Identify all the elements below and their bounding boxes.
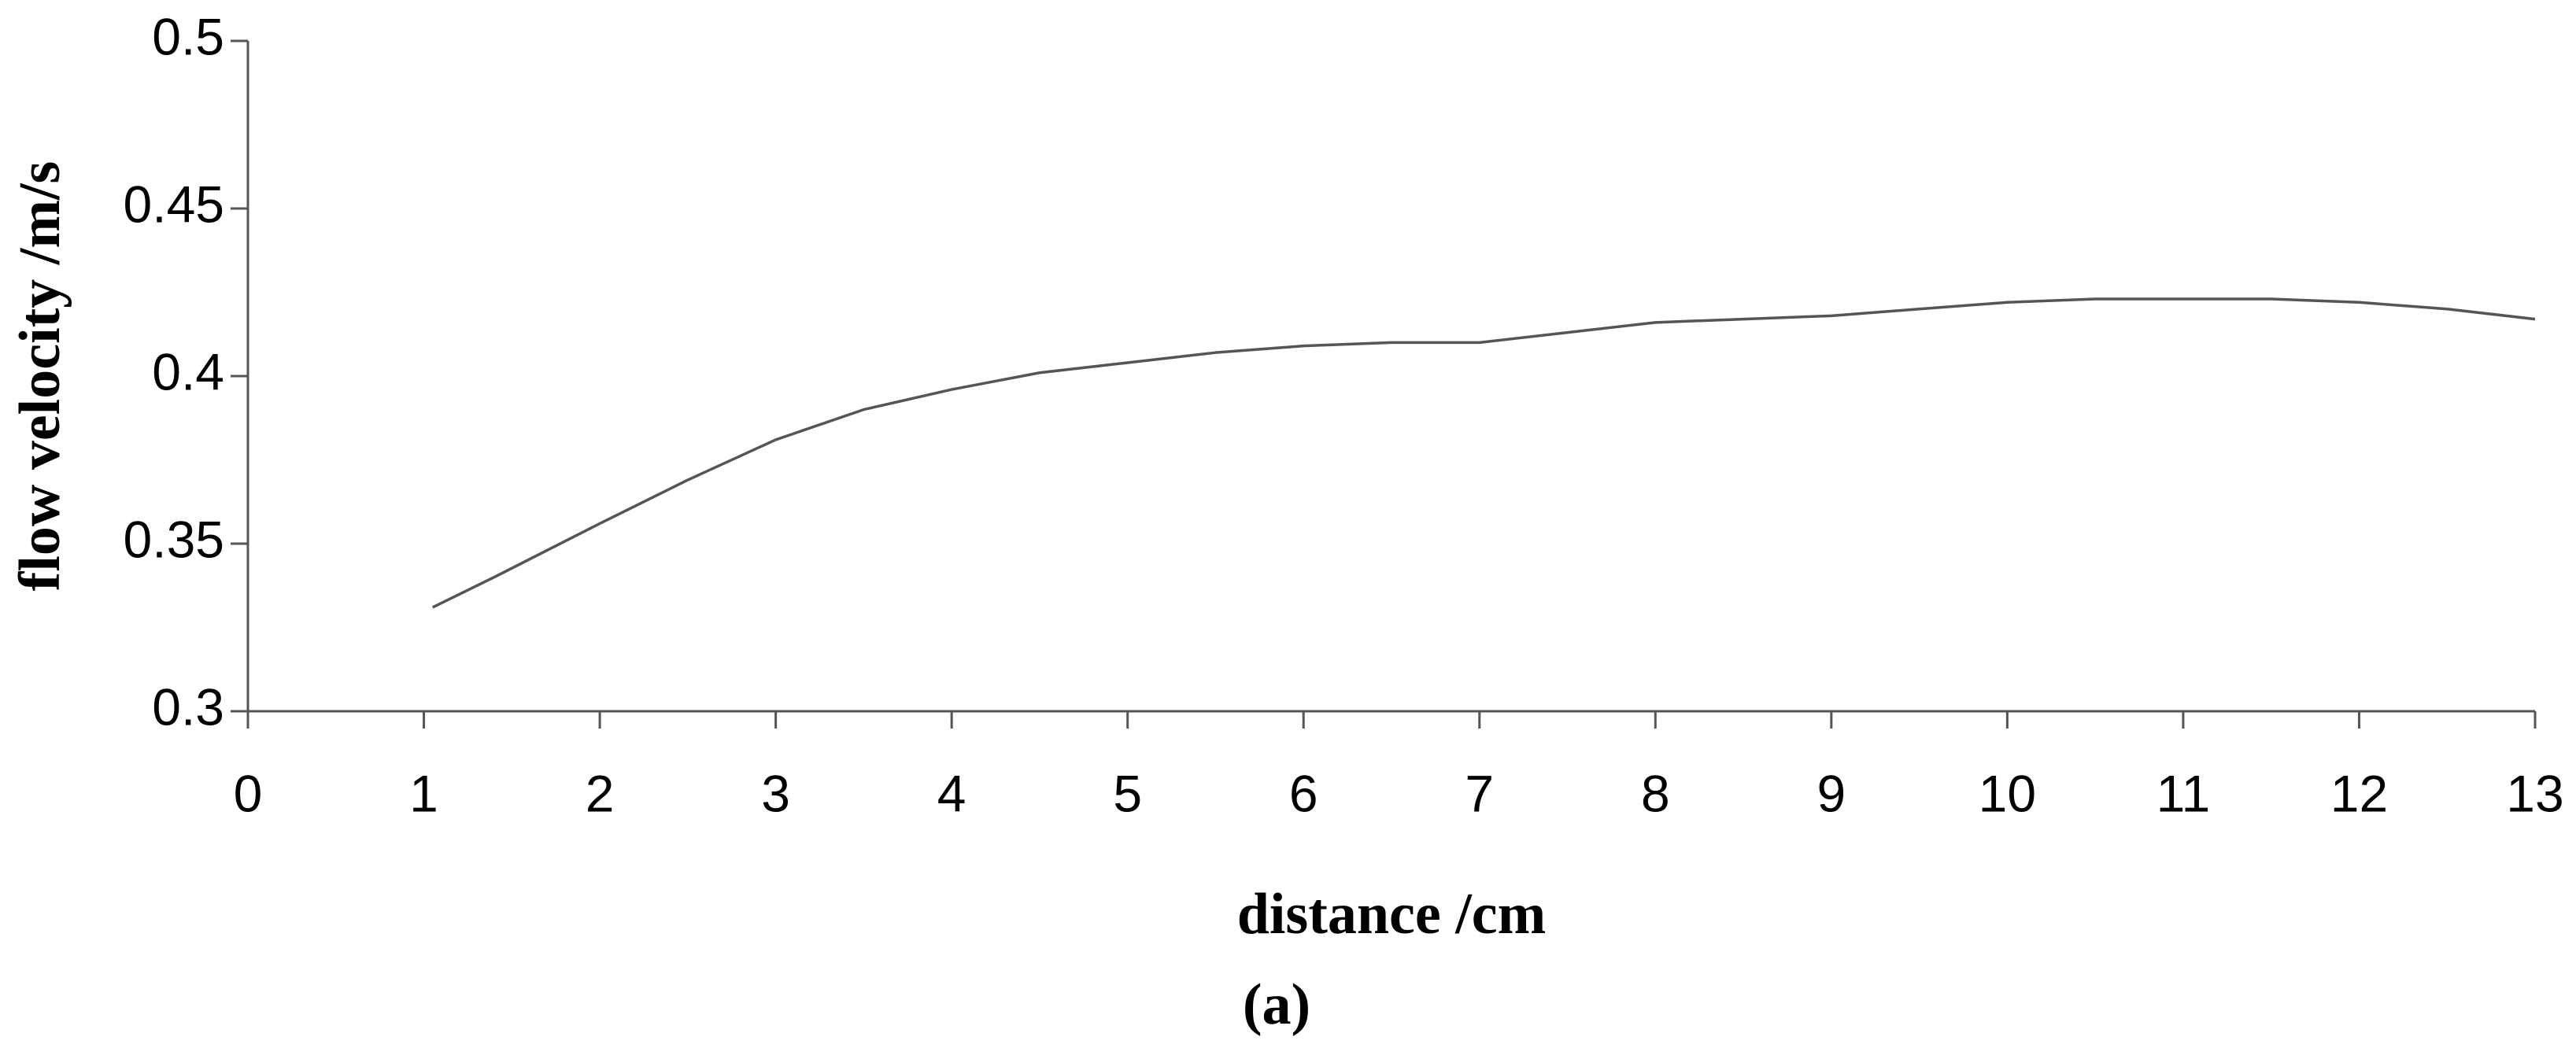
- y-axis-label: flow velocity /m/s: [8, 161, 72, 592]
- x-tick-label: 1: [409, 764, 438, 822]
- x-tick-label: 6: [1289, 764, 1318, 822]
- x-tick-label: 9: [1817, 764, 1846, 822]
- x-tick-label: 8: [1641, 764, 1670, 822]
- data-line: [431, 297, 2536, 609]
- caption: (a): [1243, 972, 1310, 1037]
- y-tick-label: 0.35: [124, 510, 224, 568]
- x-axis-label: distance /cm: [1237, 882, 1547, 946]
- x-tick-label: 5: [1113, 764, 1142, 822]
- y-tick-label: 0.45: [124, 175, 224, 233]
- x-tick-label: 2: [586, 764, 615, 822]
- x-tick-label: 4: [937, 764, 966, 822]
- x-tick-label: 10: [1979, 764, 2036, 822]
- y-tick-label: 0.4: [152, 342, 224, 400]
- x-tick-label: 11: [2157, 764, 2211, 822]
- x-tick-label: 7: [1465, 764, 1494, 822]
- x-tick-label: 13: [2506, 764, 2563, 822]
- x-tick-label: 3: [761, 764, 790, 822]
- x-tick-label: 0: [234, 764, 263, 822]
- y-tick-label: 0.3: [152, 677, 224, 736]
- x-tick-label: 12: [2330, 764, 2388, 822]
- y-tick-label: 0.5: [152, 7, 224, 65]
